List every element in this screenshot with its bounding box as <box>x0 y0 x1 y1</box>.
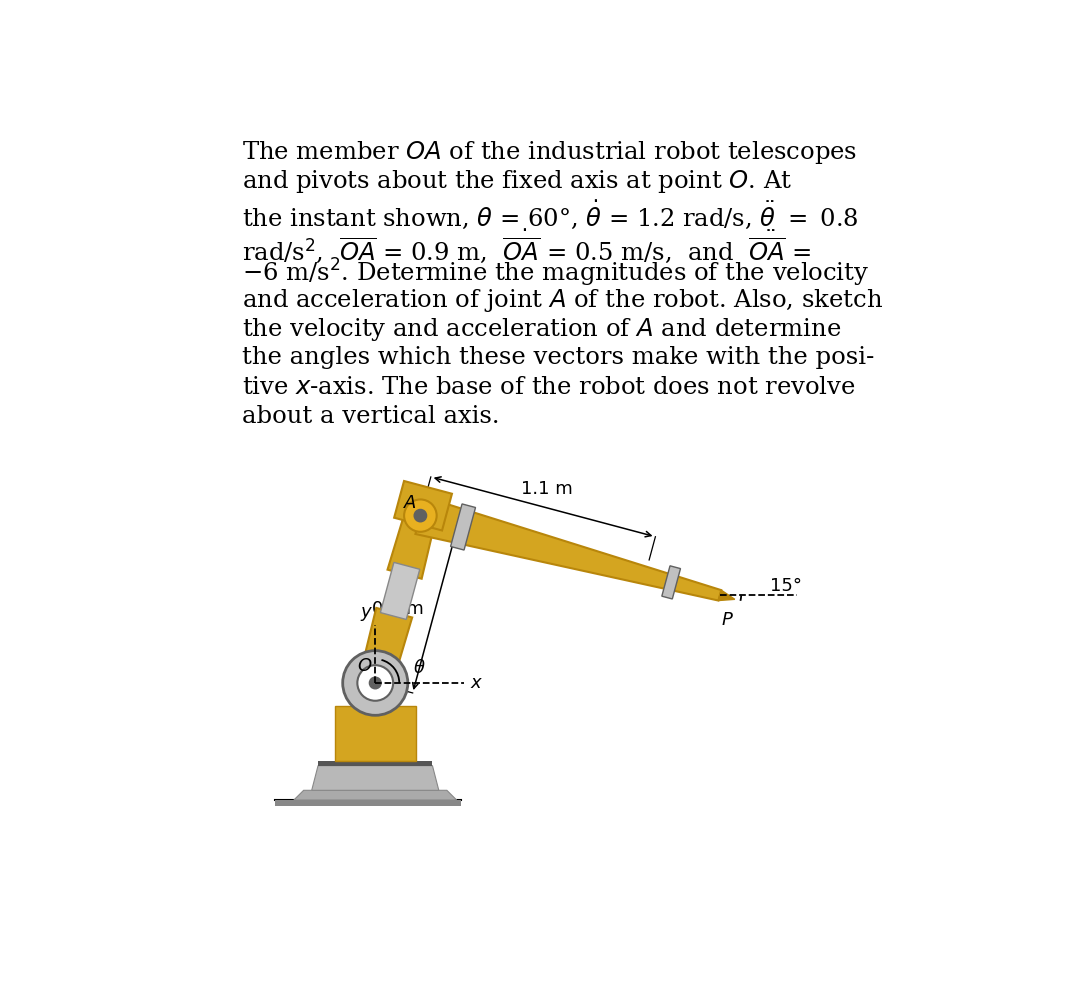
Text: the angles which these vectors make with the posi-: the angles which these vectors make with… <box>242 346 875 370</box>
Text: and pivots about the fixed axis at point $\mathit{O}$. At: and pivots about the fixed axis at point… <box>242 168 793 196</box>
Polygon shape <box>662 566 680 599</box>
Text: the instant shown, $\theta$ = 60°, $\dot{\theta}$ = 1.2 rad/s, $\ddot{\theta}$ $: the instant shown, $\theta$ = 60°, $\dot… <box>242 198 858 231</box>
Circle shape <box>404 500 436 532</box>
Polygon shape <box>359 608 413 688</box>
Circle shape <box>342 651 408 715</box>
Text: P: P <box>721 611 732 628</box>
Text: y: y <box>361 603 372 620</box>
Polygon shape <box>380 562 420 619</box>
Text: A: A <box>404 494 417 512</box>
Polygon shape <box>312 766 438 790</box>
Polygon shape <box>394 481 451 531</box>
Polygon shape <box>318 761 432 766</box>
Text: the velocity and acceleration of $\mathit{A}$ and determine: the velocity and acceleration of $\mathi… <box>242 316 841 344</box>
Text: and acceleration of joint $\mathit{A}$ of the robot. Also, sketch: and acceleration of joint $\mathit{A}$ o… <box>242 287 883 314</box>
Circle shape <box>369 677 381 689</box>
Text: 0.9 m: 0.9 m <box>372 601 423 618</box>
Text: 15°: 15° <box>770 577 802 595</box>
Text: tive $\mathit{x}$-axis. The base of the robot does not revolve: tive $\mathit{x}$-axis. The base of the … <box>242 375 855 399</box>
Text: θ: θ <box>414 659 426 677</box>
Polygon shape <box>294 790 457 800</box>
Polygon shape <box>718 590 734 601</box>
Circle shape <box>415 510 427 522</box>
Polygon shape <box>335 706 416 761</box>
Text: 1.1 m: 1.1 m <box>522 479 572 498</box>
Polygon shape <box>450 504 475 550</box>
Text: about a vertical axis.: about a vertical axis. <box>242 405 499 429</box>
Text: The member $\mathit{OA}$ of the industrial robot telescopes: The member $\mathit{OA}$ of the industri… <box>242 138 858 166</box>
Text: $-$6 m/s$^2$. Determine the magnitudes of the velocity: $-$6 m/s$^2$. Determine the magnitudes o… <box>242 257 869 289</box>
Text: x: x <box>471 674 482 692</box>
Polygon shape <box>388 512 435 579</box>
Polygon shape <box>416 497 721 601</box>
Circle shape <box>357 665 393 700</box>
Text: rad/s$^2$,  $\overline{OA}$ = 0.9 m,  $\dot{\overline{OA}}$ = 0.5 m/s,  and  $\d: rad/s$^2$, $\overline{OA}$ = 0.9 m, $\do… <box>242 227 811 266</box>
Polygon shape <box>274 800 460 806</box>
Text: O: O <box>357 657 372 675</box>
